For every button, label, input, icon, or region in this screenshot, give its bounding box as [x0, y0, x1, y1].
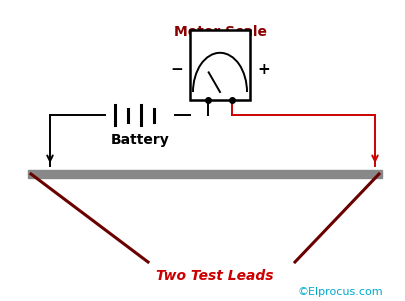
Text: Battery: Battery — [111, 133, 169, 147]
Bar — [190, 30, 250, 100]
Text: Meter Scale: Meter Scale — [173, 25, 266, 39]
Text: Two Test Leads: Two Test Leads — [156, 269, 274, 283]
Text: ©Elprocus.com: ©Elprocus.com — [297, 287, 383, 297]
Text: −: − — [171, 63, 183, 77]
Text: +: + — [258, 63, 271, 77]
Bar — [28, 170, 382, 178]
